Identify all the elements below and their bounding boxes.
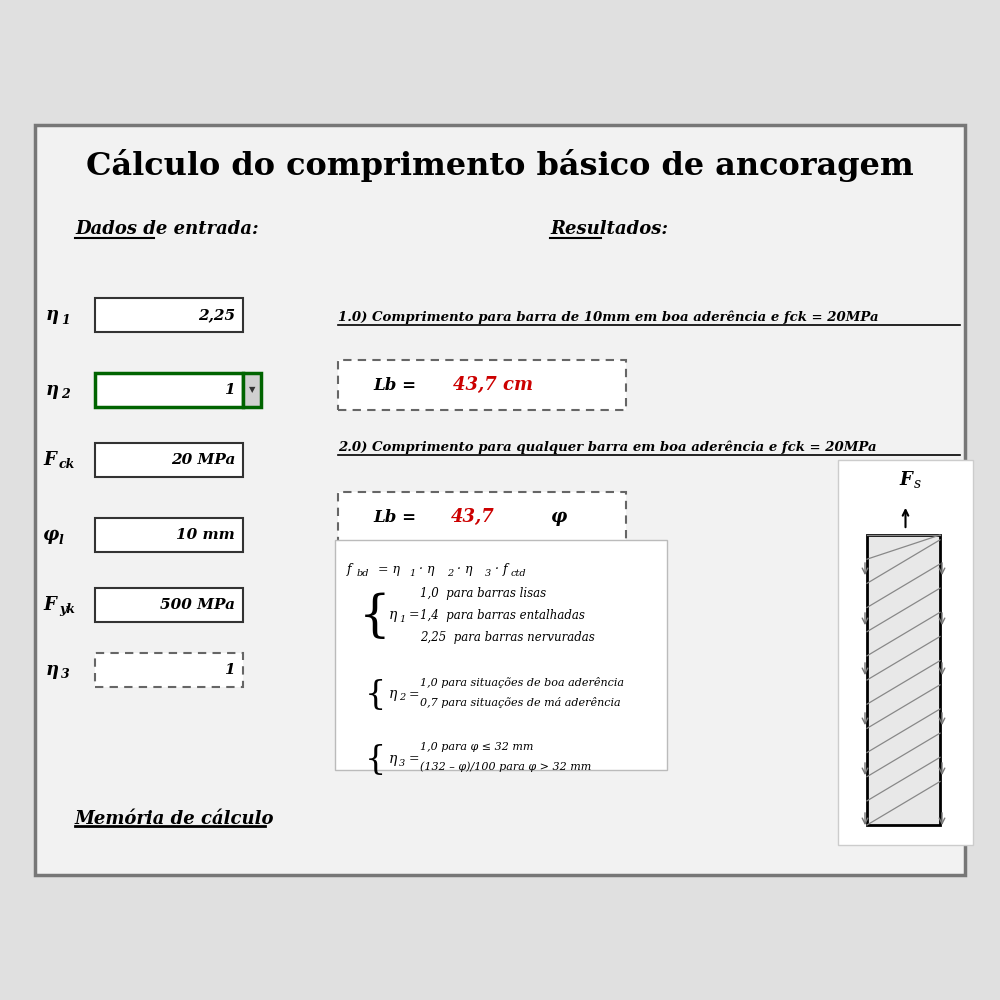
FancyBboxPatch shape bbox=[95, 443, 243, 477]
FancyBboxPatch shape bbox=[338, 360, 626, 410]
FancyBboxPatch shape bbox=[95, 373, 243, 407]
Text: φ: φ bbox=[550, 508, 566, 526]
Text: 1: 1 bbox=[224, 383, 235, 397]
Text: F: F bbox=[44, 451, 56, 469]
Text: η: η bbox=[45, 306, 59, 324]
Text: · η: · η bbox=[415, 564, 434, 576]
FancyBboxPatch shape bbox=[335, 540, 667, 770]
Text: 2,25: 2,25 bbox=[198, 308, 235, 322]
Text: ctd: ctd bbox=[511, 568, 527, 578]
Text: f: f bbox=[347, 564, 352, 576]
Text: Dados de entrada:: Dados de entrada: bbox=[75, 220, 259, 238]
Text: {: { bbox=[364, 744, 386, 776]
Text: F: F bbox=[44, 596, 56, 614]
Text: 1,0 para φ ≤ 32 mm: 1,0 para φ ≤ 32 mm bbox=[420, 742, 533, 752]
Text: η: η bbox=[45, 381, 59, 399]
FancyBboxPatch shape bbox=[338, 492, 626, 542]
Text: Memória de cálculo: Memória de cálculo bbox=[75, 810, 274, 828]
Text: 1: 1 bbox=[409, 568, 415, 578]
Text: η: η bbox=[389, 608, 397, 622]
Text: η: η bbox=[45, 661, 59, 679]
Text: 10 mm: 10 mm bbox=[176, 528, 235, 542]
Text: 43,7 cm: 43,7 cm bbox=[453, 376, 533, 394]
Text: 3: 3 bbox=[61, 668, 70, 682]
Text: 1: 1 bbox=[224, 663, 235, 677]
FancyBboxPatch shape bbox=[838, 460, 973, 845]
Text: bd: bd bbox=[357, 568, 370, 578]
Text: Resultados:: Resultados: bbox=[550, 220, 668, 238]
Text: 1.0) Comprimento para barra de 10mm em boa aderência e fck = 20MPa: 1.0) Comprimento para barra de 10mm em b… bbox=[338, 310, 879, 324]
Text: 2: 2 bbox=[399, 694, 405, 702]
Text: 43,7: 43,7 bbox=[451, 508, 495, 526]
Text: 2.0) Comprimento para qualquer barra em boa aderência e fck = 20MPa: 2.0) Comprimento para qualquer barra em … bbox=[338, 440, 877, 454]
Text: yk: yk bbox=[59, 603, 75, 616]
Text: 2,25  para barras nervuradas: 2,25 para barras nervuradas bbox=[420, 631, 595, 644]
Text: Lb =: Lb = bbox=[373, 376, 416, 393]
FancyBboxPatch shape bbox=[867, 535, 940, 825]
Text: =: = bbox=[405, 752, 420, 766]
Text: {: { bbox=[359, 592, 391, 642]
Text: 2: 2 bbox=[447, 568, 453, 578]
Text: 2: 2 bbox=[61, 388, 70, 401]
Text: F: F bbox=[899, 471, 912, 489]
Text: η: η bbox=[389, 752, 397, 766]
FancyBboxPatch shape bbox=[95, 653, 243, 687]
Text: ▼: ▼ bbox=[249, 385, 255, 394]
Text: 3: 3 bbox=[399, 758, 405, 768]
Text: l: l bbox=[59, 534, 64, 546]
FancyBboxPatch shape bbox=[95, 588, 243, 622]
Text: (132 – φ)/100 para φ > 32 mm: (132 – φ)/100 para φ > 32 mm bbox=[420, 762, 591, 772]
Text: 1: 1 bbox=[399, 614, 405, 624]
Text: 3: 3 bbox=[485, 568, 491, 578]
Text: {: { bbox=[364, 679, 386, 711]
Text: η: η bbox=[389, 687, 397, 701]
Text: 1,0  para barras lisas: 1,0 para barras lisas bbox=[420, 586, 546, 599]
Text: =: = bbox=[405, 608, 420, 621]
FancyBboxPatch shape bbox=[35, 125, 965, 875]
Text: = η: = η bbox=[374, 564, 400, 576]
Text: 1,0 para situações de boa aderência: 1,0 para situações de boa aderência bbox=[420, 676, 624, 688]
Text: 1: 1 bbox=[61, 314, 70, 326]
Text: 20 MPa: 20 MPa bbox=[171, 453, 235, 467]
Text: φ: φ bbox=[42, 526, 58, 544]
FancyBboxPatch shape bbox=[95, 518, 243, 552]
Text: 500 MPa: 500 MPa bbox=[160, 598, 235, 612]
Text: 0,7 para situações de má aderência: 0,7 para situações de má aderência bbox=[420, 698, 621, 708]
Text: · f: · f bbox=[491, 564, 508, 576]
Text: 1,4  para barras entalhadas: 1,4 para barras entalhadas bbox=[420, 608, 585, 621]
Text: =: = bbox=[405, 688, 420, 700]
FancyBboxPatch shape bbox=[243, 373, 261, 407]
Text: Cálculo do comprimento básico de ancoragem: Cálculo do comprimento básico de ancorag… bbox=[86, 148, 914, 182]
Text: Lb =: Lb = bbox=[373, 508, 416, 526]
Text: s: s bbox=[914, 477, 921, 491]
FancyBboxPatch shape bbox=[95, 298, 243, 332]
Text: ck: ck bbox=[59, 458, 75, 472]
Text: · η: · η bbox=[453, 564, 473, 576]
